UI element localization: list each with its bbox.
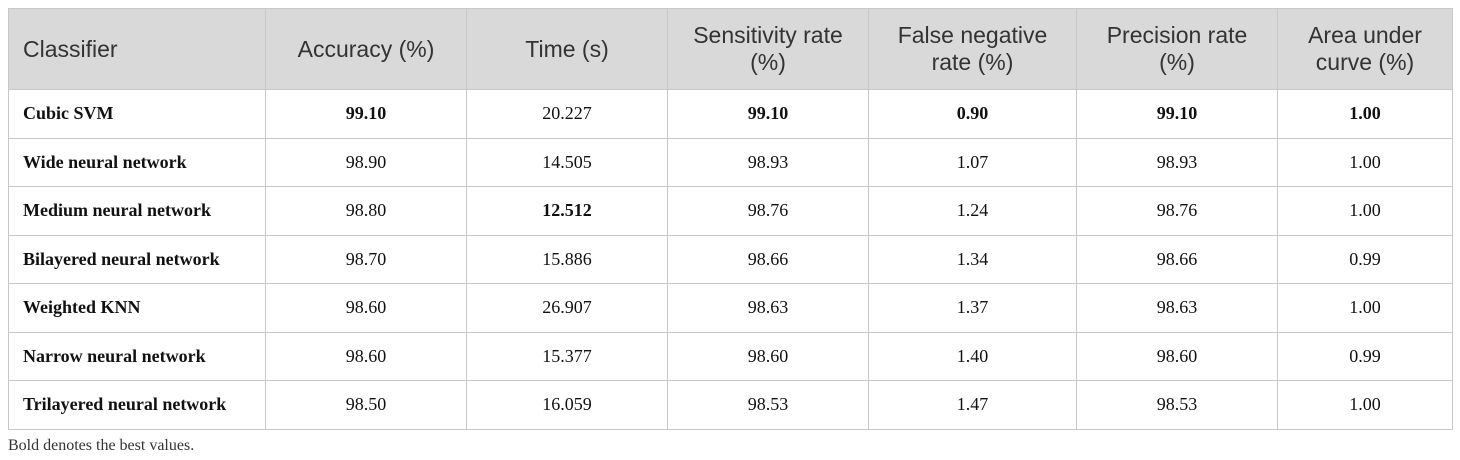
table-cell: 98.76 [667,186,869,236]
table-cell: 98.70 [265,234,467,284]
table-cell: 0.99 [1277,234,1453,284]
table-cell: 98.90 [265,137,467,187]
table-cell: 0.99 [1277,331,1453,381]
table-cell: 98.66 [667,234,869,284]
table-cell: 1.37 [868,283,1077,333]
header-cell: Precision rate (%) [1076,8,1278,90]
row-label: Bilayered neural network [8,234,266,284]
footnote: Bold denotes the best values. [8,437,195,454]
table-row: Narrow neural network 98.60 15.377 98.60 1.4… [8,331,1453,381]
table-cell: 98.60 [265,283,467,333]
table-cell: 99.10 [265,89,467,139]
header-cell: Sensitivity rate (%) [667,8,869,90]
table-cell: 26.907 [466,283,668,333]
table-cell: 98.53 [667,380,869,430]
header-cell: Accuracy (%) [265,8,467,90]
row-label: Cubic SVM [8,89,266,139]
table-cell: 12.512 [466,186,668,236]
table-cell: 1.47 [868,380,1077,430]
row-label: Trilayered neural network [8,380,266,430]
row-label: Weighted KNN [8,283,266,333]
table-cell: 15.377 [466,331,668,381]
table-cell: 1.00 [1277,89,1453,139]
table-cell: 98.63 [1076,283,1278,333]
table-cell: 99.10 [667,89,869,139]
table-cell: 16.059 [466,380,668,430]
table-cell: 15.886 [466,234,668,284]
header-cell: False negative rate (%) [868,8,1077,90]
header-cell: Time (s) [466,8,668,90]
header-cell: Classifier [8,8,266,90]
table-cell: 98.60 [1076,331,1278,381]
table-row: Wide neural network 98.90 14.505 98.93 1.07 9… [8,137,1453,187]
row-label: Wide neural network [8,137,266,187]
table-row: Cubic SVM 99.10 20.227 99.10 0.90 99.10 1.00 [8,89,1453,139]
row-label: Narrow neural network [8,331,266,381]
table-cell: 20.227 [466,89,668,139]
table-cell: 1.00 [1277,380,1453,430]
table-cell: 98.60 [667,331,869,381]
table-cell: 99.10 [1076,89,1278,139]
table-cell: 98.53 [1076,380,1278,430]
table-container: Classifier Accuracy (%) Time (s) Sensitivit… [8,8,1453,430]
table-row: Medium neural network 98.80 12.512 98.76 1.2… [8,186,1453,236]
table-cell: 98.93 [1076,137,1278,187]
table-cell: 98.66 [1076,234,1278,284]
table-cell: 0.90 [868,89,1077,139]
table-cell: 98.93 [667,137,869,187]
table-cell: 1.40 [868,331,1077,381]
results-table: Classifier Accuracy (%) Time (s) Sensitivit… [8,8,1453,430]
table-row: Bilayered neural network 98.70 15.886 98.66… [8,234,1453,284]
header-row: Classifier Accuracy (%) Time (s) Sensitivit… [8,8,1453,90]
table-cell: 98.80 [265,186,467,236]
table-cell: 1.00 [1277,186,1453,236]
table-cell: 1.24 [868,186,1077,236]
table-row: Trilayered neural network 98.50 16.059 98.5… [8,380,1453,430]
table-cell: 1.00 [1277,283,1453,333]
table-cell: 98.60 [265,331,467,381]
table-cell: 98.63 [667,283,869,333]
table-cell: 98.50 [265,380,467,430]
table-cell: 1.34 [868,234,1077,284]
row-label: Medium neural network [8,186,266,236]
table-row: Weighted KNN 98.60 26.907 98.63 1.37 98.63 1.0… [8,283,1453,333]
table-cell: 1.00 [1277,137,1453,187]
table-body: Cubic SVM 99.10 20.227 99.10 0.90 99.10 1.00 Wi… [8,89,1453,430]
table-cell: 1.07 [868,137,1077,187]
header-cell: Area under curve (%) [1277,8,1453,90]
table-cell: 14.505 [466,137,668,187]
table-cell: 98.76 [1076,186,1278,236]
